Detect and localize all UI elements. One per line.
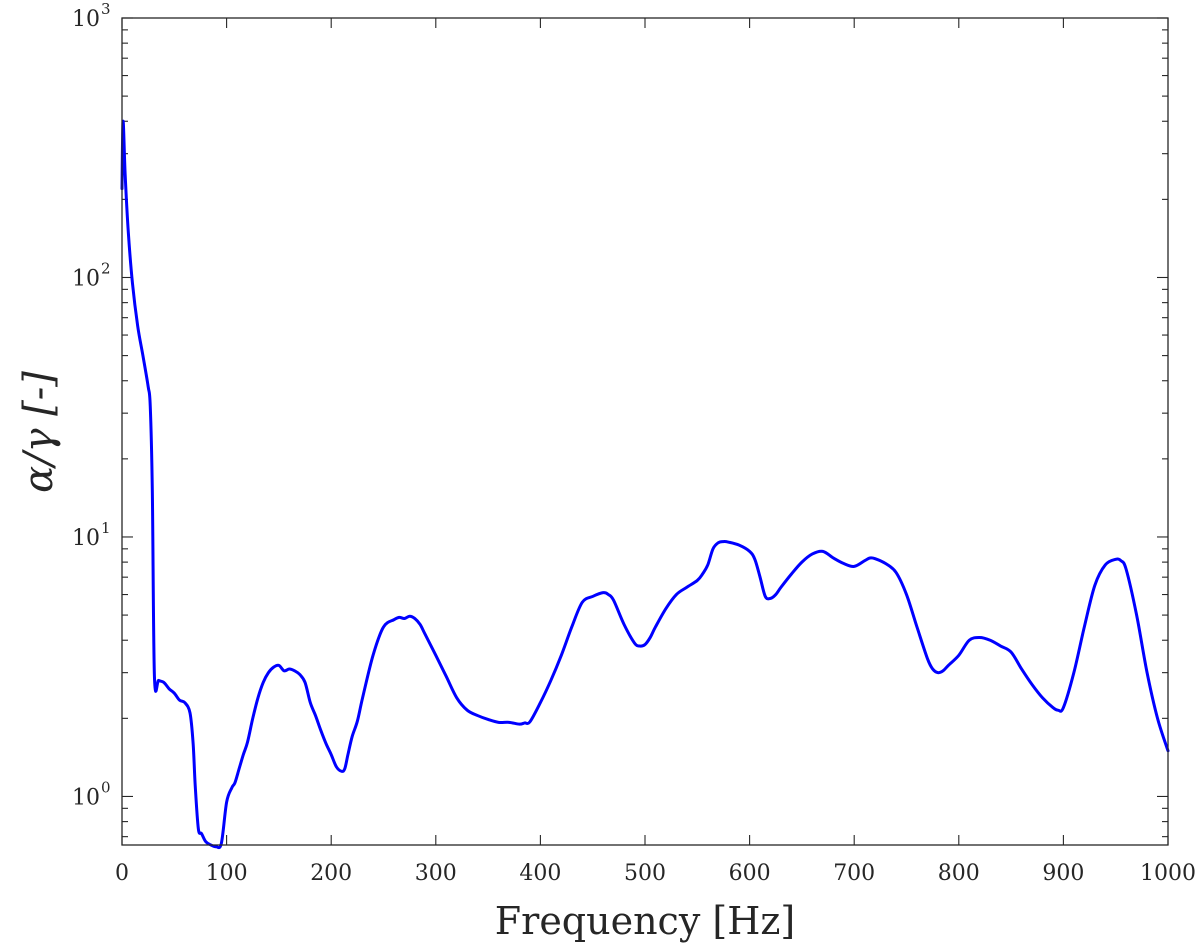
x-axis-title: Frequency [Hz] [495, 899, 795, 943]
y-tick-label-base: 10 [72, 266, 100, 291]
x-tick-label: 800 [938, 861, 980, 886]
plot-background [122, 18, 1168, 845]
y-tick-label-exponent: 0 [101, 778, 111, 796]
x-tick-label: 900 [1042, 861, 1084, 886]
plot-frame [121, 17, 1169, 846]
y-tick-label: 10 0 [72, 778, 111, 810]
x-tick-label: 300 [415, 861, 457, 886]
y-axis-title: α/γ [-] [16, 371, 62, 493]
y-tick-label-exponent: 2 [101, 259, 111, 277]
x-tick-label: 700 [833, 861, 875, 886]
y-tick-label-base: 10 [72, 785, 100, 810]
series-line [120, 119, 1170, 850]
y-tick-label-exponent: 1 [101, 519, 111, 537]
y-tick-label-exponent: 3 [101, 0, 111, 18]
y-tick-label: 10 3 [72, 0, 111, 32]
x-tick-label: 100 [206, 861, 248, 886]
x-tick-label: 400 [519, 861, 561, 886]
y-tick-label: 10 1 [72, 519, 111, 551]
x-tick-label: 0 [115, 861, 129, 886]
y-tick-label-base: 10 [72, 526, 100, 551]
y-tick-label-base: 10 [72, 7, 100, 32]
x-tick-label: 200 [310, 861, 352, 886]
y-tick-label: 10 2 [72, 259, 111, 291]
x-tick-label: 600 [729, 861, 771, 886]
x-tick-label: 1000 [1140, 861, 1196, 886]
x-axis-tick-labels: 0 100 200 300 400 500 600 700 800 900 1000 [115, 861, 1196, 886]
x-tick-label: 500 [624, 861, 666, 886]
